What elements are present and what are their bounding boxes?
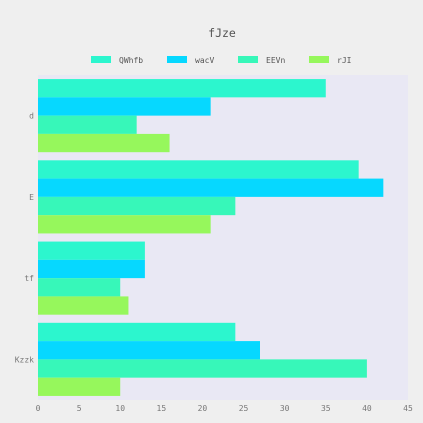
y-axis: d Etf Kzzk bbox=[15, 112, 34, 365]
x-tick-label: 10 bbox=[115, 404, 125, 413]
bar-group-tf bbox=[38, 241, 145, 315]
bar-eevn-tf bbox=[38, 278, 121, 297]
bar-rji-d bbox=[38, 133, 170, 153]
x-tick-label: 30 bbox=[280, 404, 290, 413]
x-tick-label: 0 bbox=[36, 404, 41, 413]
legend-swatch bbox=[167, 56, 187, 63]
legend-label: rJI bbox=[337, 56, 352, 65]
legend-label: EEVn bbox=[266, 56, 285, 65]
bar-rji-kzzk bbox=[38, 377, 121, 396]
bar-wacv-d bbox=[38, 97, 211, 116]
y-tick-label: d bbox=[29, 112, 34, 121]
bar-eevn-d bbox=[38, 115, 137, 134]
y-tick-label: tf bbox=[24, 274, 34, 283]
bar-rji-e bbox=[38, 215, 211, 234]
bar-wacv-kzzk bbox=[38, 341, 260, 360]
bar-qwhfb-e bbox=[38, 160, 359, 179]
x-tick-label: 25 bbox=[239, 404, 249, 413]
bar-qwhfb-kzzk bbox=[38, 322, 236, 342]
legend: QWhfb wacV EEVn rJI bbox=[91, 56, 352, 65]
legend-label: wacV bbox=[195, 56, 214, 65]
legend-item-qwhfb: QWhfb bbox=[91, 56, 143, 65]
bar-group-d bbox=[38, 79, 326, 153]
bar-qwhfb-tf bbox=[38, 241, 145, 260]
y-tick-label: Kzzk bbox=[15, 355, 34, 364]
x-tick-label: 40 bbox=[362, 404, 372, 413]
x-tick-label: 45 bbox=[403, 404, 413, 413]
x-axis: 0 5 10 15 20 25 30 35 40 45 bbox=[36, 404, 413, 413]
bar-eevn-kzzk bbox=[38, 359, 367, 378]
chart-title: fJze bbox=[208, 26, 236, 40]
legend-label: QWhfb bbox=[119, 56, 143, 65]
bar-rji-tf bbox=[38, 296, 129, 315]
y-tick-label: E bbox=[29, 193, 34, 202]
x-tick-label: 20 bbox=[198, 404, 208, 413]
legend-swatch bbox=[91, 56, 111, 63]
bar-wacv-e bbox=[38, 178, 384, 197]
x-tick-label: 5 bbox=[77, 404, 82, 413]
legend-swatch bbox=[238, 56, 258, 63]
bar-group-e bbox=[38, 160, 384, 234]
x-tick-label: 35 bbox=[321, 404, 331, 413]
legend-item-wacv: wacV bbox=[167, 56, 214, 65]
bars-group bbox=[38, 79, 384, 396]
legend-item-eevn: EEVn bbox=[238, 56, 285, 65]
bar-group-kzzk bbox=[38, 322, 367, 396]
x-tick-label: 15 bbox=[157, 404, 167, 413]
bar-qwhfb-d bbox=[38, 79, 326, 98]
legend-item-rji: rJI bbox=[309, 56, 352, 65]
legend-swatch bbox=[309, 56, 329, 63]
bar-eevn-e bbox=[38, 196, 236, 216]
bar-wacv-tf bbox=[38, 259, 145, 279]
